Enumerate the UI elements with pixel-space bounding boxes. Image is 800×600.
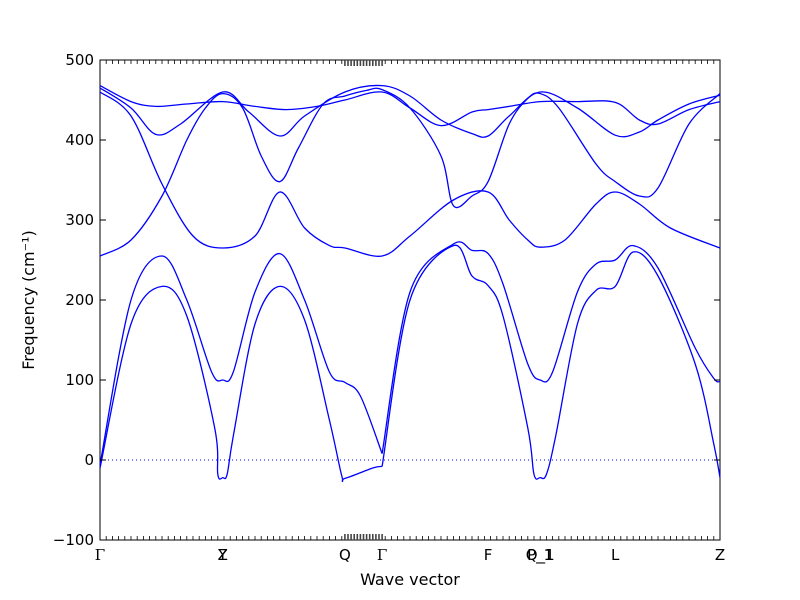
x-tick-label: Γ xyxy=(95,546,105,564)
y-tick-label: 500 xyxy=(65,51,94,69)
band-lines xyxy=(99,84,721,483)
y-tick-label: 100 xyxy=(65,371,94,389)
band-line-7 xyxy=(99,85,721,127)
x-tick-label: Z xyxy=(218,546,228,564)
y-tick-label: −100 xyxy=(53,531,94,549)
x-tick-label: Γ xyxy=(377,546,387,564)
band-line-1 xyxy=(99,285,383,483)
band-line-8 xyxy=(99,84,721,138)
y-tick-label: 400 xyxy=(65,131,94,149)
band-line-2 xyxy=(99,252,383,465)
x-axis-title: Wave vector xyxy=(360,570,460,589)
x-tick-label: Y xyxy=(217,546,228,564)
y-tick-label: 0 xyxy=(84,451,94,469)
y-tick-label: 200 xyxy=(65,291,94,309)
x-axis-ticks: Γ YZ Q Γ F P_1Q_1 L Z xyxy=(95,60,725,565)
band-line-6 xyxy=(99,91,721,257)
band-line-3 xyxy=(381,244,721,480)
x-tick-label: Q_1 xyxy=(526,546,555,565)
y-tick-label: 300 xyxy=(65,211,94,229)
x-tick-label: Q xyxy=(339,546,351,564)
x-tick-label: F xyxy=(484,546,493,564)
x-tick-label: L xyxy=(611,546,620,564)
x-tick-label: Z xyxy=(715,546,725,564)
y-axis-title: Frequency (cm⁻¹) xyxy=(19,230,38,369)
x-tick-label: P_1 xyxy=(527,546,553,565)
band-line-4 xyxy=(381,241,721,454)
y-axis-ticks: −100 0 100 200 300 400 500 xyxy=(53,51,720,549)
